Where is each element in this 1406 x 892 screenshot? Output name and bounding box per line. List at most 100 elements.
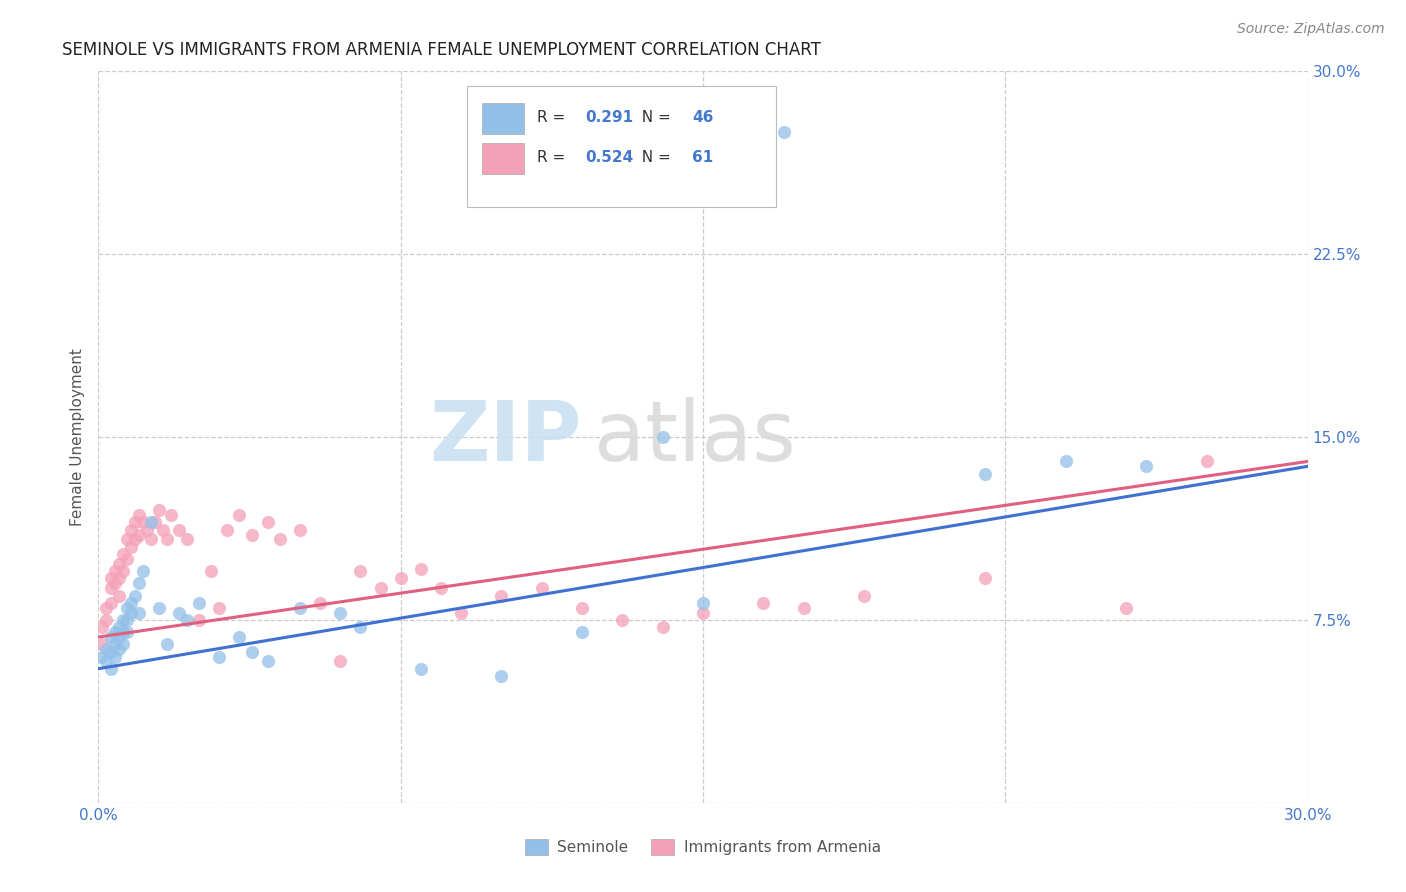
Point [100,630,122,644]
Point [349,564,371,578]
Point [120,606,142,620]
Point [530,581,553,595]
Point [228,630,250,644]
Point [853,589,876,603]
Point [103,576,125,591]
Point [100,581,122,595]
Point [128,606,150,620]
Point [974,467,997,481]
Point [132,564,155,578]
Point [152,523,174,537]
Text: 0.291: 0.291 [586,110,634,125]
Text: 61: 61 [692,150,713,165]
FancyBboxPatch shape [482,143,524,174]
Point [176,613,198,627]
Point [111,564,134,578]
Point [974,572,997,586]
Point [651,620,673,634]
Point [752,596,775,610]
Point [256,516,278,530]
Point [100,596,122,610]
Point [269,533,291,547]
FancyBboxPatch shape [482,103,524,134]
Point [450,606,472,620]
Point [612,613,634,627]
Point [240,527,263,541]
Point [188,596,211,610]
Point [148,600,170,615]
Point [772,125,794,139]
Point [176,533,198,547]
Point [329,606,352,620]
Point [139,516,162,530]
Point [288,523,311,537]
Point [107,630,129,644]
Point [167,606,190,620]
Point [156,637,179,651]
Point [139,533,162,547]
Point [96,613,118,627]
Point [217,523,239,537]
Text: SEMINOLE VS IMMIGRANTS FROM ARMENIA FEMALE UNEMPLOYMENT CORRELATION CHART: SEMINOLE VS IMMIGRANTS FROM ARMENIA FEMA… [62,41,821,59]
Text: 0.524: 0.524 [586,150,634,165]
Point [120,523,142,537]
Point [208,600,231,615]
Point [115,600,138,615]
Point [115,613,138,627]
Point [96,600,118,615]
Point [103,637,125,651]
Point [100,662,122,676]
Point [96,654,118,668]
Point [115,533,138,547]
Point [793,600,815,615]
Point [409,662,432,676]
Text: N =: N = [631,150,675,165]
Point [103,649,125,664]
Text: N =: N = [631,110,675,125]
Point [107,572,129,586]
Legend: Seminole, Immigrants from Armenia: Seminole, Immigrants from Armenia [519,833,887,861]
Point [143,516,166,530]
Text: 46: 46 [692,110,713,125]
Point [491,669,513,683]
Point [91,637,114,651]
Point [124,516,146,530]
Point [409,562,432,576]
Point [167,523,190,537]
Point [389,572,412,586]
Point [111,637,134,651]
Point [107,620,129,634]
Point [288,600,311,615]
Point [1115,600,1137,615]
Y-axis label: Female Unemployment: Female Unemployment [70,348,86,526]
Point [692,606,714,620]
Point [115,552,138,566]
Point [120,540,142,554]
Point [107,557,129,571]
Text: R =: R = [537,150,571,165]
Point [1135,459,1157,474]
Point [107,589,129,603]
Point [228,508,250,522]
Point [208,649,231,664]
Point [100,645,122,659]
Point [103,625,125,640]
Point [120,596,142,610]
Point [651,430,673,444]
Point [1054,454,1077,468]
Point [132,516,155,530]
Point [309,596,332,610]
FancyBboxPatch shape [467,86,776,207]
Point [160,508,183,522]
Point [571,600,593,615]
Text: ZIP: ZIP [430,397,582,477]
Point [111,613,134,627]
Point [329,654,352,668]
Text: Source: ZipAtlas.com: Source: ZipAtlas.com [1237,22,1385,37]
Point [240,645,263,659]
Point [124,533,146,547]
Point [128,527,150,541]
Point [107,642,129,657]
Point [111,547,134,561]
Point [128,576,150,591]
